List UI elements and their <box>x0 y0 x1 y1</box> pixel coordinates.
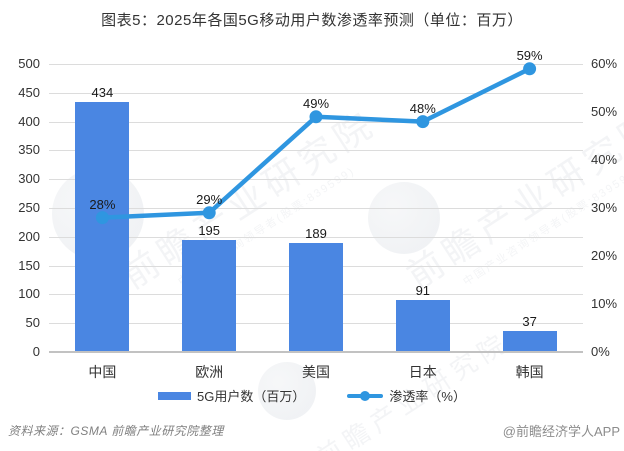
bar-韩国 <box>502 330 557 352</box>
left-axis-tick-label: 250 <box>18 200 40 215</box>
line-series-layer <box>95 62 537 225</box>
bar-value-label: 189 <box>305 226 327 242</box>
line-point-欧洲 <box>202 206 216 220</box>
penetration-line <box>100 66 532 220</box>
gridline <box>49 92 583 94</box>
right-axis-tick-label: 0% <box>591 344 610 359</box>
category-label-中国: 中国 <box>88 364 117 380</box>
line-point-label: 29% <box>196 191 223 207</box>
line-point-label: 28% <box>89 196 116 212</box>
x-axis-line <box>49 351 583 353</box>
left-axis-tick-label: 0 <box>32 344 40 359</box>
gridline <box>49 236 583 238</box>
category-label-欧洲: 欧洲 <box>195 364 224 380</box>
line-point-label: 48% <box>409 100 436 116</box>
source-note: 资料来源：GSMA 前瞻产业研究院整理 <box>8 424 224 438</box>
bar-series-swatch-icon <box>158 391 192 400</box>
bar-中国 <box>75 102 130 352</box>
line-point-label: 49% <box>302 95 330 111</box>
left-axis-tick-label: 350 <box>18 142 40 158</box>
legend-item-bar-series: 5G用户数（百万） <box>158 386 305 405</box>
legend-label: 渗透率（%） <box>389 389 466 404</box>
left-axis-tick-label: 200 <box>18 228 40 244</box>
bar-美国 <box>289 243 343 352</box>
category-label-美国: 美国 <box>301 364 330 380</box>
right-axis-tick-label: 20% <box>591 248 618 263</box>
left-axis-tick-label: 300 <box>18 171 40 187</box>
left-axis-tick-label: 400 <box>18 113 40 129</box>
line-point-中国 <box>95 211 109 225</box>
gridline <box>49 64 583 65</box>
category-axis: 中国 欧洲 美国 日本 韩国 <box>49 362 583 382</box>
right-axis-tick-label: 40% <box>591 152 618 167</box>
bar-value-label: 91 <box>415 282 431 298</box>
right-axis-tick-label: 30% <box>591 200 618 215</box>
line-point-label: 59% <box>516 47 543 63</box>
right-axis-tick-label: 50% <box>591 104 618 119</box>
line-point-韩国 <box>523 62 537 76</box>
gridline <box>49 150 583 152</box>
line-point-美国 <box>309 110 323 124</box>
left-axis-tick-label: 450 <box>18 84 40 100</box>
category-label-韩国: 韩国 <box>515 364 544 380</box>
bar-欧洲 <box>182 239 237 352</box>
left-axis-tick-label: 150 <box>18 257 40 273</box>
bar-value-label: 195 <box>198 222 221 238</box>
app-credit: @前瞻经济学人APP <box>502 424 620 439</box>
plot-area: 434 195 189 91 37 28% 29% 49% 48% 59% <box>49 48 583 353</box>
category-label-日本: 日本 <box>408 364 437 380</box>
bar-value-label: 37 <box>522 313 537 329</box>
chart-title: 图表5：2025年各国5G移动用户数渗透率预测（单位：百万） <box>101 12 523 29</box>
left-axis-tick-label: 500 <box>18 56 40 71</box>
right-axis-tick-label: 10% <box>591 296 618 311</box>
line-series-swatch-icon <box>347 390 384 401</box>
left-axis-tick-label: 50 <box>25 315 40 331</box>
line-point-日本 <box>416 115 430 129</box>
bar-value-label: 434 <box>91 85 114 101</box>
gridline <box>49 179 583 181</box>
legend-label: 5G用户数（百万） <box>197 389 306 404</box>
legend: 5G用户数（百万） 渗透率（%） <box>0 386 624 405</box>
gridline <box>49 208 583 209</box>
left-axis-tick-label: 100 <box>18 286 40 302</box>
legend-item-line-series: 渗透率（%） <box>347 386 466 405</box>
bar-日本 <box>395 299 450 352</box>
right-axis-tick-label: 60% <box>591 56 618 71</box>
